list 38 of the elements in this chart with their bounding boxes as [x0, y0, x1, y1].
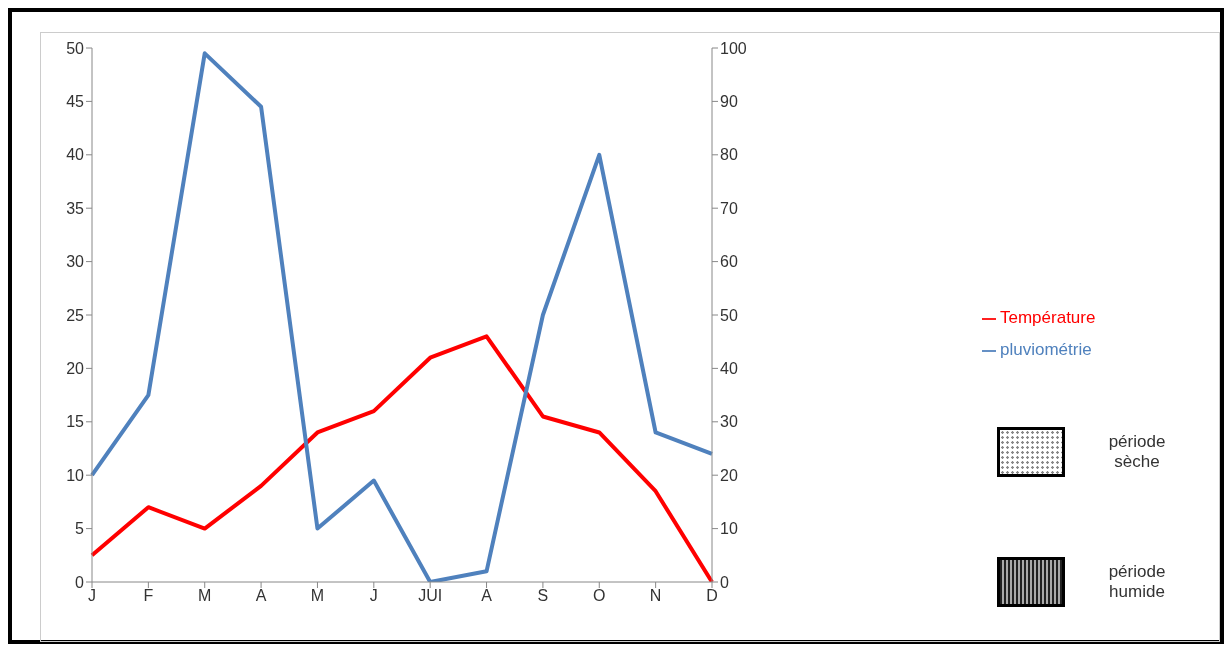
y-tick-label: 20 [66, 360, 85, 378]
y2-tick-label: 70 [720, 199, 738, 217]
y2-tick-label: 80 [720, 146, 738, 164]
y-tick-label: 30 [66, 253, 85, 271]
y-tick-label: 50 [66, 39, 85, 57]
x-tick-label: N [649, 587, 662, 605]
y2-tick-label: 100 [720, 39, 747, 57]
text: période humide [1107, 562, 1167, 602]
x-tick-label: S [537, 587, 549, 605]
y-tick-label: 5 [75, 520, 85, 538]
y-tick-label: 15 [66, 413, 85, 431]
y-tick-label: 40 [66, 146, 85, 164]
text: période sèche [1107, 432, 1167, 472]
y2-tick-label: 50 [720, 306, 738, 324]
legend-label: Température [1000, 308, 1096, 327]
x-tick-label: M [198, 587, 212, 605]
y-tick-label: 25 [66, 306, 85, 324]
y2-tick-label: 60 [720, 253, 738, 271]
x-tick-label: J [88, 587, 96, 605]
y2-tick-label: 30 [720, 413, 738, 431]
x-tick-label: M [310, 587, 325, 605]
x-tick-label: A [255, 587, 267, 605]
y-tick-label: 0 [75, 573, 85, 591]
x-tick-label: A [481, 587, 493, 605]
y2-tick-label: 0 [720, 573, 729, 591]
x-tick-label: O [593, 587, 606, 605]
legend-label: pluviométrie [1000, 340, 1092, 359]
y2-tick-label: 40 [720, 360, 738, 378]
x-tick-label: F [143, 587, 154, 605]
x-tick-label: J [369, 587, 378, 605]
y2-tick-label: 20 [720, 466, 738, 484]
y-tick-label: 45 [66, 93, 85, 111]
y-tick-label: 10 [66, 466, 85, 484]
y2-tick-label: 90 [720, 93, 738, 111]
x-tick-label: D [706, 587, 718, 605]
y-tick-label: 35 [66, 199, 85, 217]
x-tick-label: JUI [418, 587, 443, 605]
y2-tick-label: 10 [720, 520, 738, 538]
